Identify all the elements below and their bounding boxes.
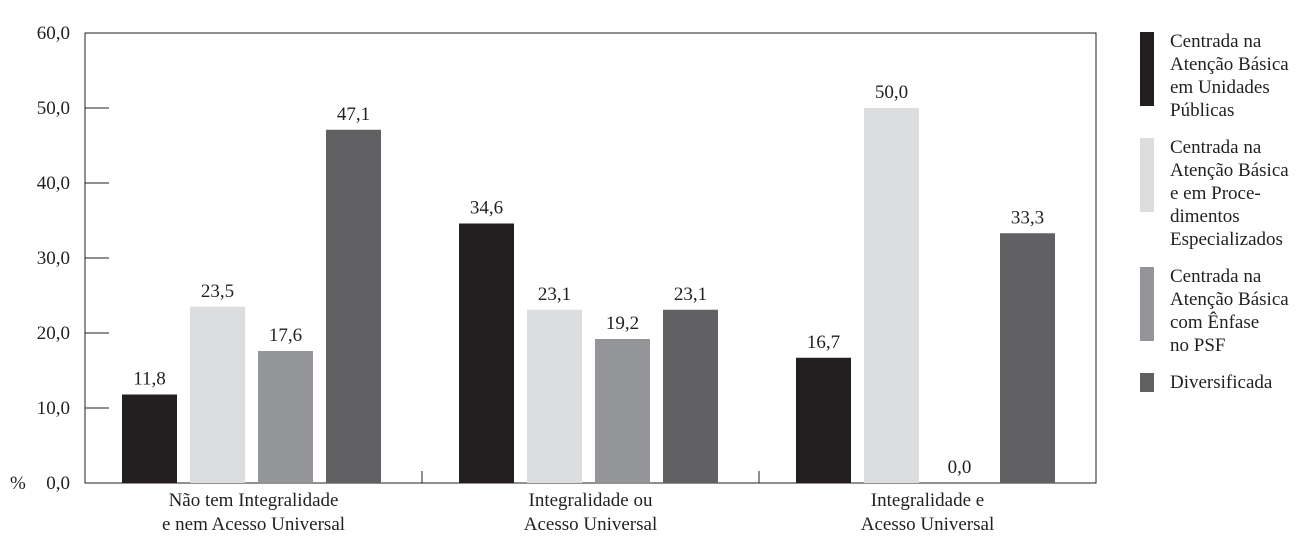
legend-label: Centrada na Atenção Básica em Unidades P… [1170,30,1316,122]
legend-item: Centrada na Atenção Básica e em Proce- d… [1140,136,1316,251]
legend: Centrada na Atenção Básica em Unidades P… [1140,30,1316,408]
legend-swatch [1140,32,1154,106]
data-label: 50,0 [875,82,908,103]
data-label: 16,7 [807,332,840,353]
bar [864,108,919,483]
y-tick-label: 10,0 [37,398,70,419]
legend-item: Centrada na Atenção Básica com Ênfase no… [1140,265,1316,357]
bar [190,307,245,483]
legend-label: Centrada na Atenção Básica com Ênfase no… [1170,265,1316,357]
data-label: 17,6 [269,325,302,346]
y-axis: 0,0 10,0 20,0 30,0 40,0 50,0 60,0 [37,23,109,494]
data-label: 47,1 [337,104,370,125]
data-label: 23,1 [538,284,571,305]
legend-label: Diversificada [1170,371,1316,394]
y-tick-label: 50,0 [37,98,70,119]
data-label: 33,3 [1011,207,1044,228]
bar [122,395,177,484]
legend-swatch [1140,267,1154,341]
y-tick-label: 40,0 [37,173,70,194]
data-label: 11,8 [133,369,166,390]
bar [796,358,851,483]
bar [1000,233,1055,483]
bars [122,108,1055,483]
y-tick-label: 60,0 [37,23,70,44]
bar [258,351,313,483]
data-label: 19,2 [606,313,639,334]
data-label: 0,0 [948,457,972,478]
bar-chart: 0,0 10,0 20,0 30,0 40,0 50,0 60,0 % Não tem In… [0,0,1110,541]
legend-item: Diversificada [1140,371,1316,394]
legend-label: Centrada na Atenção Básica e em Proce- d… [1170,136,1316,251]
bar [459,224,514,484]
data-label: 23,1 [674,284,707,305]
category-label: Integralidade ou Acesso Universal [524,490,658,535]
y-tick-label: 0,0 [46,473,70,494]
legend-item: Centrada na Atenção Básica em Unidades P… [1140,30,1316,122]
y-unit-label: % [10,473,26,494]
y-tick-label: 20,0 [37,323,70,344]
bar [663,310,718,483]
data-label: 34,6 [470,198,503,219]
bar [527,310,582,483]
category-label: Integralidade e Acesso Universal [861,490,995,535]
legend-swatch [1140,138,1154,212]
data-label: 23,5 [201,281,234,302]
y-tick-label: 30,0 [37,248,70,269]
category-label: Não tem Integralidade e nem Acesso Univer… [162,490,345,535]
legend-swatch [1140,373,1154,392]
bar [595,339,650,483]
bar [326,130,381,483]
